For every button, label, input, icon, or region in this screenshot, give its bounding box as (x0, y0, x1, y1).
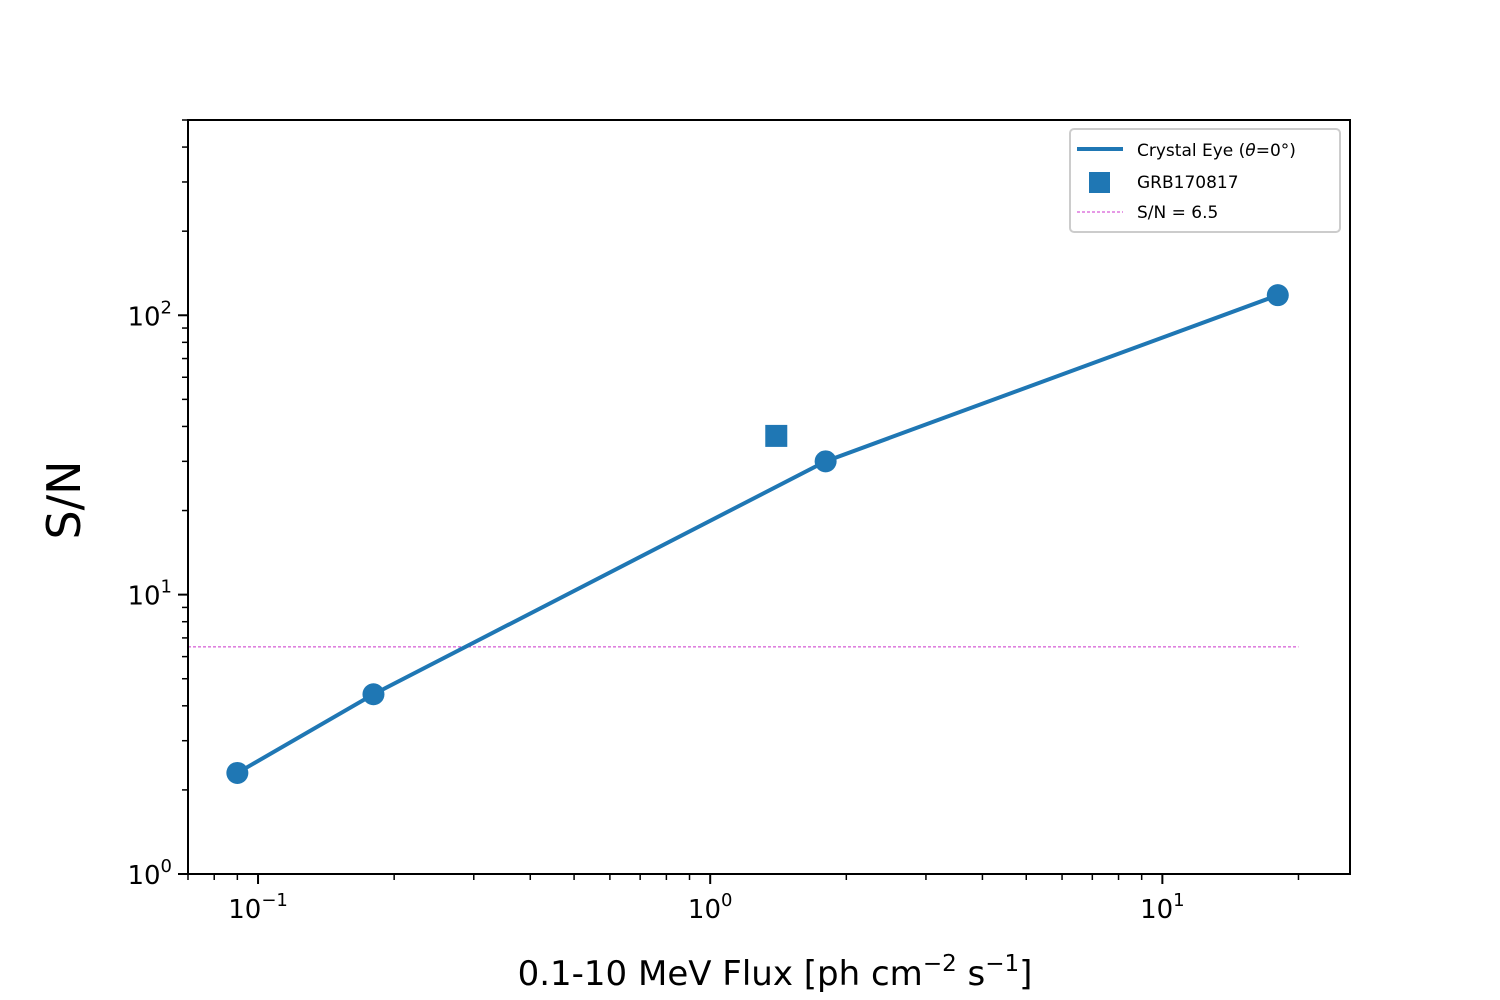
legend-box (1069, 128, 1341, 233)
x-tick-label: 10−1 (228, 890, 288, 925)
major-ticks: 10−1 100 101 100 101 102 (127, 297, 1184, 925)
x-axis-title: 0.1-10 MeV Flux [ph cm−2 s−1] (518, 951, 1033, 994)
x-tick-label: 100 (688, 890, 733, 925)
crystal-eye-point (362, 683, 385, 706)
crystal-eye-point (226, 761, 249, 784)
grb170817-point (765, 424, 788, 447)
y-axis-title: S/N (37, 460, 91, 539)
crystal-eye-point (1266, 284, 1289, 307)
x-tick-label: 101 (1140, 890, 1185, 925)
crystal-eye-point (814, 450, 837, 473)
y-tick-label: 101 (127, 577, 172, 612)
legend-square-marker (1089, 172, 1110, 193)
crystal-eye-line (236, 293, 1279, 775)
legend: Crystal Eye (θ=0°) GRB170817 S/N = 6.5 (1069, 128, 1341, 233)
legend-label-crystal-eye: Crystal Eye (θ=0°) (1137, 141, 1296, 161)
y-tick-label: 100 (127, 856, 172, 891)
plot-frame (187, 119, 1351, 875)
legend-label-threshold: S/N = 6.5 (1137, 203, 1218, 223)
series-layer (226, 284, 1289, 784)
legend-label-grb170817: GRB170817 (1137, 173, 1239, 193)
y-tick-label: 102 (127, 297, 172, 332)
